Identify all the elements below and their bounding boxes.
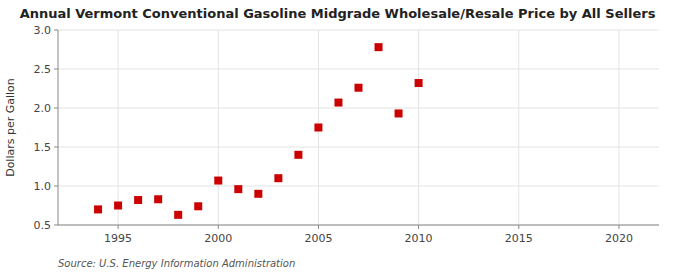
point <box>134 196 142 204</box>
x-tick <box>218 225 219 229</box>
point <box>375 43 383 51</box>
x-tick-label: 2020 <box>605 232 633 245</box>
x-tick-label: 2005 <box>304 232 332 245</box>
x-axis-line <box>58 225 659 226</box>
x-tick-label: 2015 <box>505 232 533 245</box>
y-tick <box>54 30 58 31</box>
grid-line <box>118 30 119 225</box>
x-tick-label: 2000 <box>204 232 232 245</box>
y-tick <box>54 147 58 148</box>
point <box>94 205 102 213</box>
grid-line <box>518 30 519 225</box>
grid-line <box>58 69 659 70</box>
title: Annual Vermont Conventional Gasoline Mid… <box>20 6 656 21</box>
y-tick-label: 1.5 <box>34 141 52 154</box>
point <box>395 109 403 117</box>
point <box>114 202 122 210</box>
point <box>294 151 302 159</box>
y-tick-label: 0.5 <box>34 219 52 232</box>
grid-line <box>58 186 659 187</box>
marks <box>94 43 423 219</box>
x-tick-label: 2010 <box>405 232 433 245</box>
grid-line <box>218 30 219 225</box>
point <box>194 202 202 210</box>
y-axis-label: Dollars per Gallon <box>4 78 17 177</box>
point <box>355 84 363 92</box>
point <box>314 124 322 132</box>
grid <box>58 30 659 225</box>
point <box>234 185 242 193</box>
point <box>174 211 182 219</box>
point <box>154 195 162 203</box>
grid-line <box>618 30 619 225</box>
grid-line <box>418 30 419 225</box>
grid-line <box>58 30 659 31</box>
source-note: Source: U.S. Energy Information Administ… <box>58 258 295 269</box>
y-axis-line <box>58 30 59 225</box>
chart: 1995 2000 2005 2010 2015 2020 0.5 1.0 1.5 2.0 2.5 3… <box>0 0 675 275</box>
y-tick <box>54 69 58 70</box>
x-tick <box>518 225 519 229</box>
point <box>254 190 262 198</box>
x-tick-label: 1995 <box>104 232 132 245</box>
grid-line <box>58 108 659 109</box>
point <box>334 99 342 107</box>
grid-line <box>58 147 659 148</box>
grid-line <box>58 225 659 226</box>
x-tick <box>618 225 619 229</box>
y-tick <box>54 225 58 226</box>
x-tick <box>418 225 419 229</box>
axis-ticks: 1995 2000 2005 2010 2015 2020 0.5 1.0 1.5 2.0 2.5 3… <box>34 24 633 245</box>
y-tick-label: 2.0 <box>34 102 52 115</box>
y-tick <box>54 186 58 187</box>
x-tick <box>118 225 119 229</box>
point <box>274 174 282 182</box>
x-tick <box>318 225 319 229</box>
point <box>214 177 222 185</box>
y-tick-label: 3.0 <box>34 24 52 37</box>
y-tick-label: 2.5 <box>34 63 52 76</box>
point <box>415 79 423 87</box>
y-tick-label: 1.0 <box>34 180 52 193</box>
y-tick <box>54 108 58 109</box>
